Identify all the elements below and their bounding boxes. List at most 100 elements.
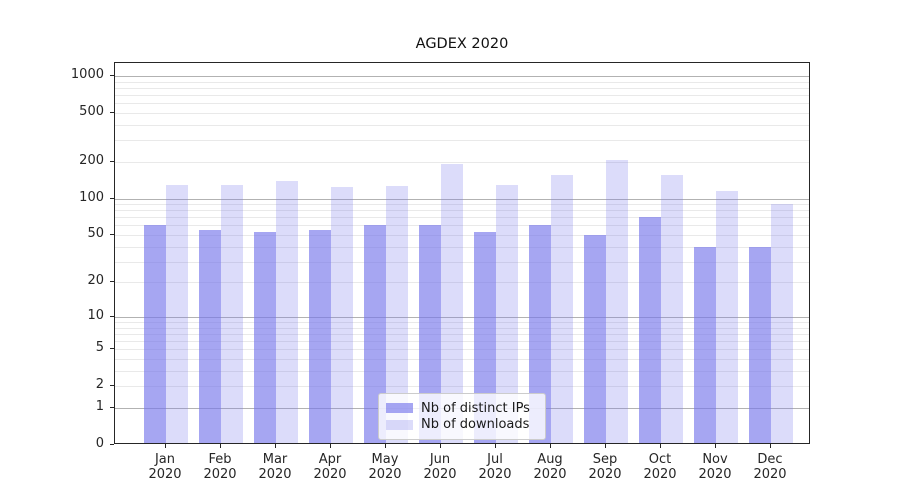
minor-gridline xyxy=(115,235,809,236)
x-tick-year: 2020 xyxy=(698,467,732,482)
x-tick-mark xyxy=(385,444,386,448)
bar-distinct-ips-may xyxy=(364,225,386,443)
x-tick-month: May xyxy=(371,452,399,467)
bar-downloads-oct xyxy=(661,175,683,443)
legend: Nb of distinct IPs Nb of downloads xyxy=(378,393,546,440)
y-tick-label: 2 xyxy=(95,377,104,393)
minor-gridline xyxy=(115,81,809,83)
x-tick-month: Aug xyxy=(537,452,563,467)
major-gridline xyxy=(115,198,809,200)
bar-downloads-nov xyxy=(716,191,738,443)
legend-swatch-distinct-ips xyxy=(386,403,413,413)
x-tick-mark xyxy=(220,444,221,448)
legend-label-downloads: Nb of downloads xyxy=(421,417,530,432)
x-tick-label-jan: Jan 2020 xyxy=(138,452,193,482)
x-tick-mark xyxy=(605,444,606,448)
x-tick-mark xyxy=(660,444,661,448)
x-tick-month: Sep xyxy=(592,452,618,467)
x-tick-month: Apr xyxy=(318,452,342,467)
bar-distinct-ips-mar xyxy=(254,231,276,443)
x-tick-label-aug: Aug 2020 xyxy=(523,452,578,482)
bar-distinct-ips-jun xyxy=(419,225,441,443)
y-tick-label: 0 xyxy=(95,436,104,451)
bar-downloads-jul xyxy=(496,184,518,443)
x-tick-year: 2020 xyxy=(148,467,182,482)
bar-distinct-ips-jan xyxy=(144,225,166,443)
x-tick-month: Jul xyxy=(487,452,503,467)
legend-entry-distinct-ips: Nb of distinct IPs xyxy=(386,401,538,416)
minor-gridline xyxy=(115,140,809,142)
y-tick-mark xyxy=(110,315,114,317)
minor-gridline xyxy=(115,282,809,284)
bar-distinct-ips-apr xyxy=(309,230,331,443)
plot-area: Nb of distinct IPs Nb of downloads xyxy=(114,62,810,444)
minor-gridline xyxy=(115,112,809,114)
x-tick-month: Dec xyxy=(757,452,783,467)
y-tick-label: 100 xyxy=(79,189,104,205)
minor-gridline xyxy=(115,87,809,89)
x-tick-label-sep: Sep 2020 xyxy=(578,452,633,482)
bar-downloads-feb xyxy=(221,184,243,443)
x-tick-label-oct: Oct 2020 xyxy=(633,452,688,482)
x-tick-label-nov: Nov 2020 xyxy=(688,452,743,482)
bar-downloads-jan xyxy=(166,184,188,443)
y-tick-label: 1000 xyxy=(70,66,104,82)
x-tick-mark xyxy=(440,444,441,448)
bar-downloads-may xyxy=(386,185,408,443)
x-tick-mark xyxy=(275,444,276,448)
minor-gridline xyxy=(115,246,809,248)
y-tick-mark xyxy=(110,74,114,76)
y-tick-mark xyxy=(110,444,114,445)
y-tick-mark xyxy=(110,160,114,162)
y-tick-label: 20 xyxy=(87,273,104,289)
minor-gridline xyxy=(115,225,809,227)
bar-distinct-ips-nov xyxy=(694,246,716,443)
y-tick-mark xyxy=(110,348,114,350)
major-gridline xyxy=(115,75,809,77)
x-tick-year: 2020 xyxy=(258,467,292,482)
x-tick-mark xyxy=(770,444,771,448)
bar-downloads-sep xyxy=(606,160,628,443)
x-tick-label-mar: Mar 2020 xyxy=(248,452,303,482)
minor-gridline xyxy=(115,333,809,335)
x-tick-month: Nov xyxy=(702,452,728,467)
chart-title: AGDEX 2020 xyxy=(415,36,509,52)
x-tick-label-jun: Jun 2020 xyxy=(413,452,468,482)
x-tick-mark xyxy=(715,444,716,448)
minor-gridline xyxy=(115,327,809,329)
y-tick-label: 500 xyxy=(79,103,104,119)
y-tick-mark xyxy=(110,385,114,387)
minor-gridline xyxy=(115,341,809,343)
y-tick-label: 1 xyxy=(95,399,104,414)
x-tick-year: 2020 xyxy=(643,467,677,482)
bar-distinct-ips-feb xyxy=(199,230,221,443)
x-tick-year: 2020 xyxy=(313,467,347,482)
bar-downloads-apr xyxy=(331,187,353,443)
minor-gridline xyxy=(115,217,809,219)
x-tick-year: 2020 xyxy=(203,467,237,482)
bar-distinct-ips-sep xyxy=(584,235,606,443)
minor-gridline xyxy=(115,161,809,163)
x-tick-month: Feb xyxy=(208,452,232,467)
legend-entry-downloads: Nb of downloads xyxy=(386,417,538,432)
bar-distinct-ips-oct xyxy=(639,217,661,443)
legend-label-distinct-ips: Nb of distinct IPs xyxy=(421,400,530,416)
bar-distinct-ips-jul xyxy=(474,231,496,443)
y-tick-mark xyxy=(110,281,114,283)
y-tick-label: 5 xyxy=(95,340,104,356)
minor-gridline xyxy=(115,103,809,105)
bar-distinct-ips-dec xyxy=(749,246,771,443)
x-tick-month: Mar xyxy=(262,452,288,467)
minor-gridline xyxy=(115,349,809,351)
x-tick-label-may: May 2020 xyxy=(358,452,413,482)
x-tick-label-jul: Jul 2020 xyxy=(468,452,523,482)
y-tick-mark xyxy=(110,197,114,199)
minor-gridline xyxy=(115,386,809,388)
x-tick-month: Oct xyxy=(648,452,672,467)
y-tick-label: 50 xyxy=(87,226,104,241)
minor-gridline xyxy=(115,210,809,212)
minor-gridline xyxy=(115,204,809,205)
x-tick-year: 2020 xyxy=(423,467,457,482)
x-tick-mark xyxy=(330,444,331,448)
